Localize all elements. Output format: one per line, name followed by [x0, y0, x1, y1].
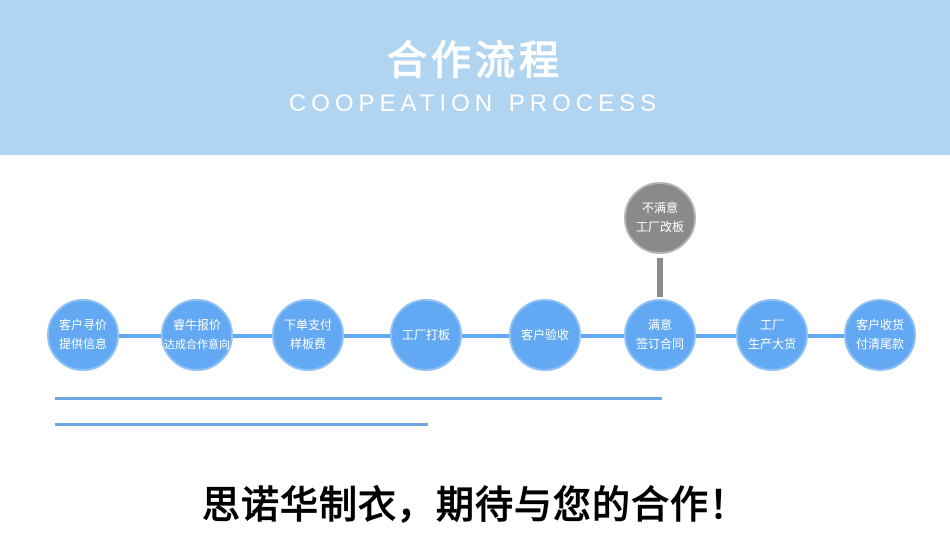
step-3: 下单支付 样板费: [272, 299, 344, 371]
connector: [696, 334, 736, 338]
divider-line: [55, 397, 662, 400]
step-label: 工厂: [759, 318, 784, 332]
branch-label: 不满意: [641, 201, 678, 215]
step-label: 样板费: [289, 337, 326, 351]
step-label: 签订合同: [635, 337, 684, 351]
divider-line: [55, 423, 428, 426]
step-4: 工厂打板: [390, 299, 462, 371]
step-label: 睿牛报价: [172, 318, 221, 332]
step-label: 付清尾款: [855, 337, 904, 351]
branch-label: 工厂改板: [635, 220, 684, 234]
step-8: 客户收货 付清尾款: [844, 299, 916, 371]
connector: [233, 334, 272, 338]
connector: [119, 334, 161, 338]
step-6: 满意 签订合同: [624, 299, 696, 371]
connector: [344, 334, 390, 338]
step-label: 满意: [647, 318, 672, 332]
step-label: 达成合作意向: [164, 338, 230, 351]
step-5: 客户验收: [509, 299, 581, 371]
connector: [581, 334, 624, 338]
step-label: 提供信息: [58, 337, 107, 351]
step-label: 工厂打板: [401, 327, 450, 342]
step-label: 下单支付: [283, 318, 332, 332]
step-7: 工厂 生产大货: [736, 299, 808, 371]
step-label: 生产大货: [747, 337, 796, 351]
step-2: 睿牛报价达成合作意向: [161, 299, 233, 371]
connector: [808, 334, 844, 338]
branch-connector: [657, 258, 663, 297]
connector: [462, 334, 509, 338]
branch-step: 不满意 工厂改板: [624, 182, 696, 254]
step-label: 客户寻价: [58, 318, 107, 332]
page-subtitle: COOPEATION PROCESS: [288, 90, 662, 117]
header-banner: 合作流程 COOPEATION PROCESS: [0, 0, 950, 155]
slogan: 思诺华制衣，期待与您的合作！: [201, 482, 748, 527]
step-1: 客户寻价 提供信息: [47, 299, 119, 371]
step-label: 客户收货: [855, 318, 904, 332]
step-label: 客户验收: [520, 327, 569, 342]
page-title: 合作流程: [387, 38, 563, 84]
